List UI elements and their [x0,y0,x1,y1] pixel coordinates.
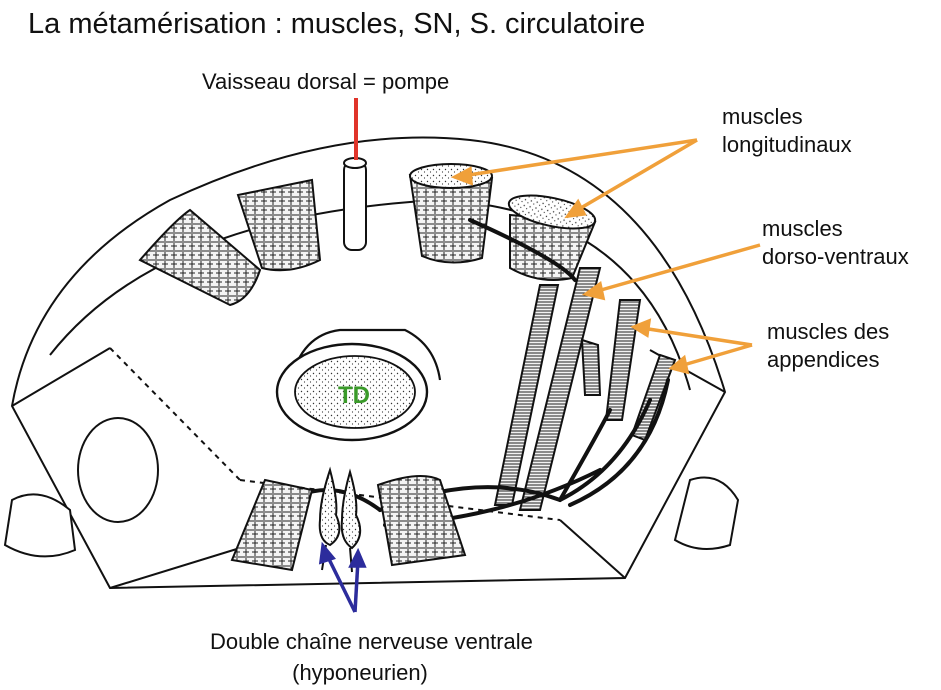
chaine-arrows [318,541,367,613]
appendices-label: muscles des appendices [767,318,889,374]
digestive-tube-label: TD [338,382,370,409]
muscle-block [376,475,467,567]
digestive-tube [275,328,442,442]
muscle-block [230,478,314,572]
muscle-block [138,208,262,307]
dorsal-vessel [343,157,367,251]
longitudinaux-line-2: longitudinaux [722,132,852,157]
appendices-arrows [630,318,753,375]
muscle-block [236,178,322,272]
longitudinaux-arrows [450,138,698,219]
dorso-ventraux-label: muscles dorso-ventraux [762,215,909,271]
appendices-line-1: muscles des [767,319,890,344]
ventral-muscle-blocks [230,475,467,572]
vaisseau-label: Vaisseau dorsal = pompe [202,69,450,94]
ventral-nerve-cord [318,466,362,573]
dorso-ventraux-line-2: dorso-ventraux [762,244,909,269]
appendices-line-2: appendices [767,347,880,372]
longitudinaux-line-1: muscles [722,104,803,129]
longitudinaux-label: muscles longitudinaux [722,103,852,159]
chaine-label: Double chaîne nerveuse ventrale (hyponeu… [210,626,533,688]
dorso-ventraux-line-1: muscles [762,216,843,241]
muscle-block [408,173,494,264]
page-title: La métamérisation : muscles, SN, S. circ… [28,8,646,40]
dorso-ventraux-arrow [581,243,761,301]
chaine-line-2: (hyponeurien) [292,660,428,685]
right-appendage [673,476,740,550]
left-appendage-opening [77,417,159,523]
chaine-line-1: Double chaîne nerveuse ventrale [210,629,533,654]
dorso-ventral-muscles [493,267,602,511]
left-appendage [3,493,77,558]
